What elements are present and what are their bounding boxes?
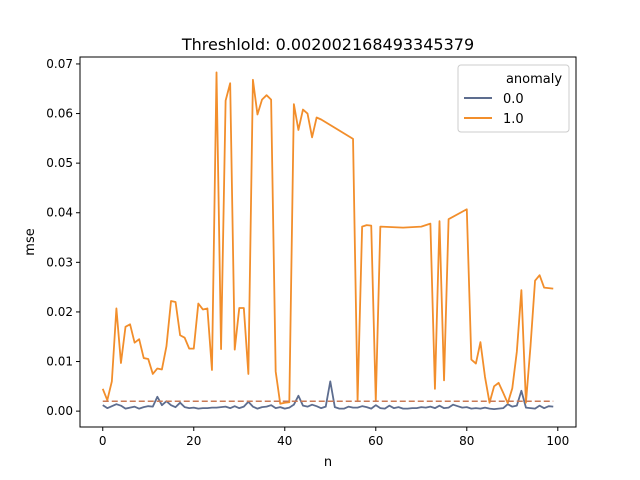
plot-frame — [79, 56, 577, 428]
series-line-0 — [102, 380, 554, 411]
plot-series — [101, 71, 554, 411]
x-tick-label: 20 — [186, 434, 201, 448]
legend-box — [457, 64, 570, 133]
legend: anomaly 0.0 1.0 — [457, 64, 570, 133]
y-tick-label: 0.06 — [46, 107, 73, 121]
x-axis-label: n — [324, 455, 332, 470]
y-tick-label: 0.01 — [46, 355, 73, 369]
series-line-1 — [101, 71, 554, 405]
x-tick-label: 0 — [99, 434, 107, 448]
y-tick-label: 0.05 — [46, 156, 73, 170]
y-tick-label: 0.00 — [46, 404, 73, 418]
y-tick-label: 0.02 — [46, 305, 73, 319]
legend-label-series-0: 0.0 — [503, 92, 524, 107]
x-tick-label: 40 — [277, 434, 292, 448]
y-axis-label: mse — [23, 228, 38, 255]
legend-title: anomaly — [506, 72, 562, 87]
y-tick-label: 0.03 — [46, 255, 73, 269]
chart-title: Threshlold: 0.002002168493345379 — [181, 35, 474, 54]
y-axis: 0.00 0.01 0.02 0.03 0.04 0.05 0.06 0.07 — [46, 57, 80, 418]
x-tick-label: 80 — [459, 434, 474, 448]
x-tick-label: 100 — [546, 434, 569, 448]
legend-label-series-1: 1.0 — [503, 112, 524, 127]
x-tick-label: 60 — [368, 434, 383, 448]
y-tick-label: 0.04 — [46, 206, 73, 220]
y-tick-label: 0.07 — [46, 57, 73, 71]
x-axis: 0 20 40 60 80 100 — [99, 427, 569, 448]
